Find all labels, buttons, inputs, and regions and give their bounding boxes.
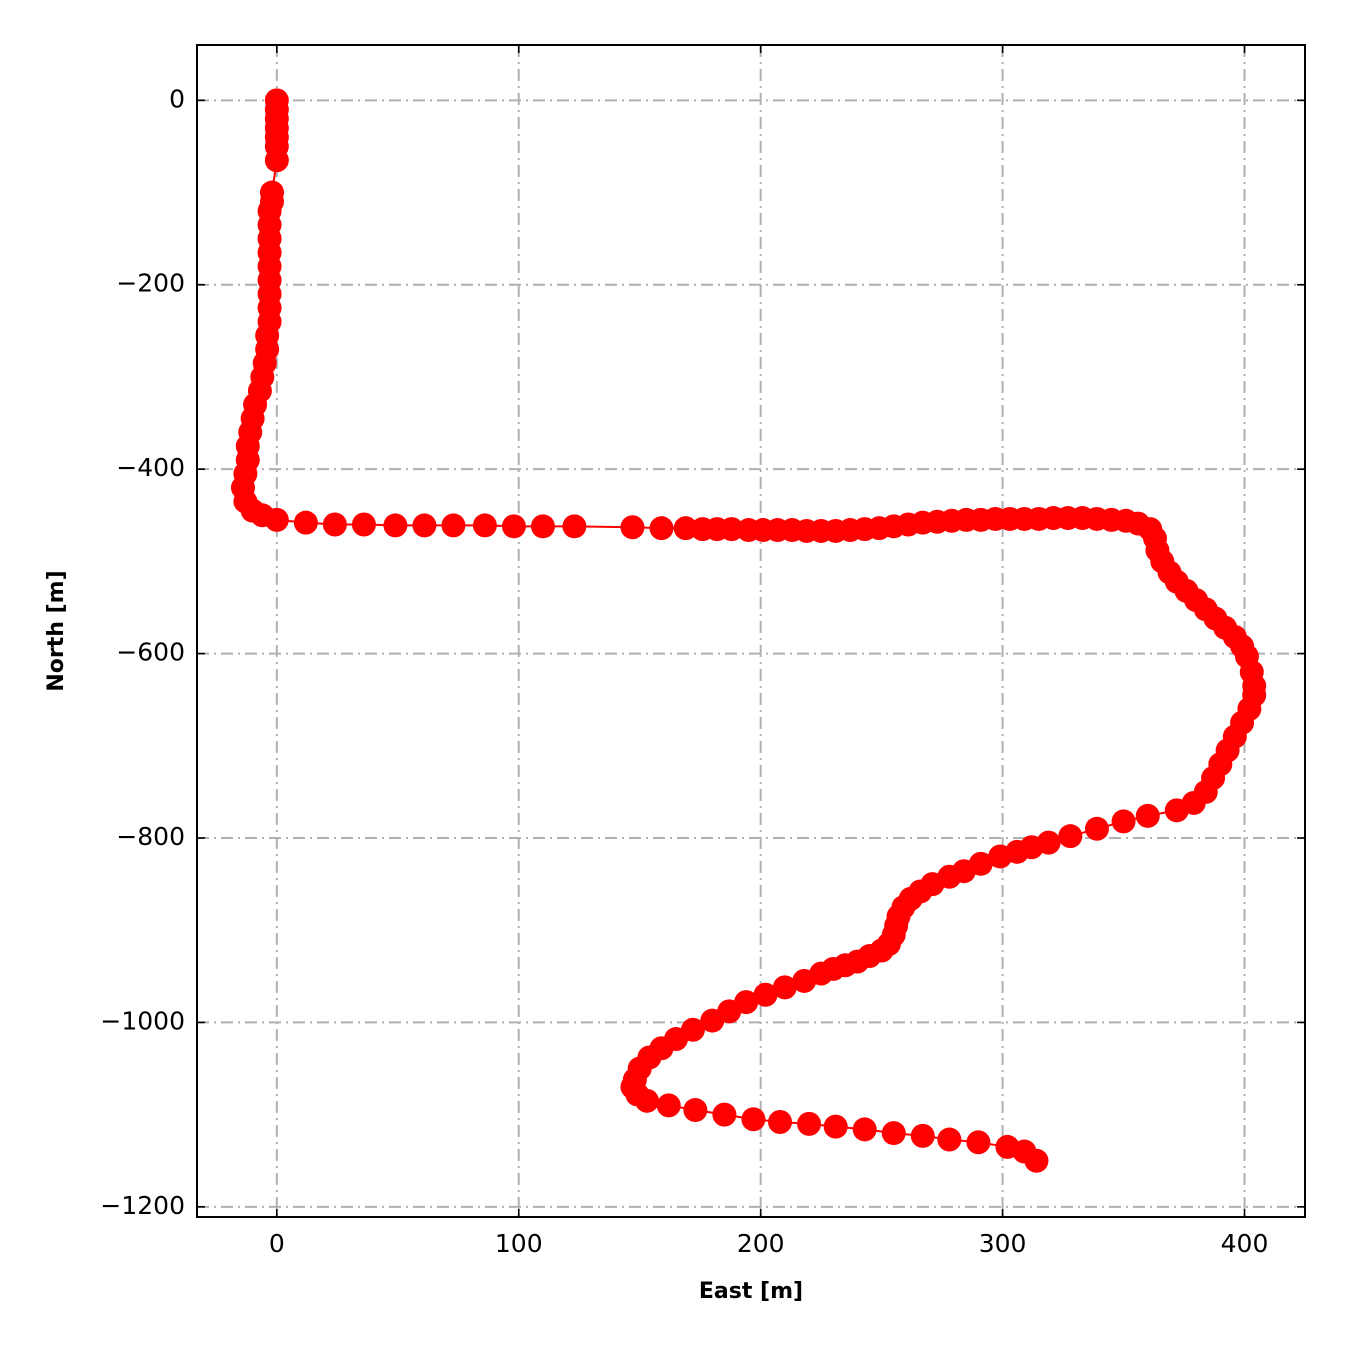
marker bbox=[966, 1130, 991, 1155]
x-tick-label: 0 bbox=[269, 1229, 285, 1258]
y-tick-label: −1000 bbox=[100, 1006, 185, 1035]
marker bbox=[530, 514, 555, 539]
x-tick-label: 400 bbox=[1221, 1229, 1269, 1258]
x-tick-label: 100 bbox=[495, 1229, 543, 1258]
marker bbox=[293, 510, 318, 535]
marker bbox=[852, 1117, 877, 1142]
marker bbox=[472, 513, 497, 538]
marker bbox=[792, 968, 817, 993]
marker bbox=[1058, 824, 1083, 849]
marker bbox=[988, 844, 1013, 869]
x-tick-label: 200 bbox=[737, 1229, 785, 1258]
marker bbox=[712, 1102, 737, 1127]
y-tick-label: 0 bbox=[169, 84, 185, 113]
marker bbox=[1084, 816, 1109, 841]
marker bbox=[772, 975, 797, 1000]
marker bbox=[673, 516, 698, 541]
marker bbox=[1135, 803, 1160, 828]
marker bbox=[441, 513, 466, 538]
y-axis-label: North [m] bbox=[44, 570, 69, 691]
marker bbox=[797, 1111, 822, 1136]
marker bbox=[753, 982, 778, 1007]
marker bbox=[881, 1121, 906, 1146]
marker bbox=[1164, 798, 1189, 823]
marker bbox=[937, 1127, 962, 1152]
marker bbox=[383, 513, 408, 538]
marker bbox=[1111, 809, 1136, 834]
marker bbox=[351, 512, 376, 537]
marker bbox=[562, 514, 587, 539]
y-tick-label: −1200 bbox=[100, 1191, 185, 1220]
marker bbox=[501, 514, 526, 539]
marker bbox=[823, 1114, 848, 1139]
marker bbox=[634, 1088, 659, 1113]
marker bbox=[322, 512, 347, 537]
marker bbox=[741, 1107, 766, 1132]
x-tick-label: 300 bbox=[979, 1229, 1027, 1258]
plot-frame bbox=[196, 44, 1306, 1218]
y-tick-label: −200 bbox=[116, 269, 185, 298]
marker bbox=[910, 1123, 935, 1148]
marker bbox=[719, 517, 744, 542]
marker bbox=[620, 515, 645, 540]
x-axis-label: East [m] bbox=[699, 1279, 803, 1304]
marker bbox=[1024, 1148, 1049, 1173]
marker bbox=[683, 1098, 708, 1123]
marker bbox=[700, 1008, 725, 1033]
marker bbox=[412, 513, 437, 538]
marker bbox=[768, 1110, 793, 1135]
marker bbox=[264, 507, 289, 532]
y-tick-label: −400 bbox=[116, 453, 185, 482]
marker bbox=[649, 516, 674, 541]
marker bbox=[656, 1093, 681, 1118]
marker bbox=[264, 148, 289, 173]
y-tick-label: −600 bbox=[116, 638, 185, 667]
y-tick-label: −800 bbox=[116, 822, 185, 851]
